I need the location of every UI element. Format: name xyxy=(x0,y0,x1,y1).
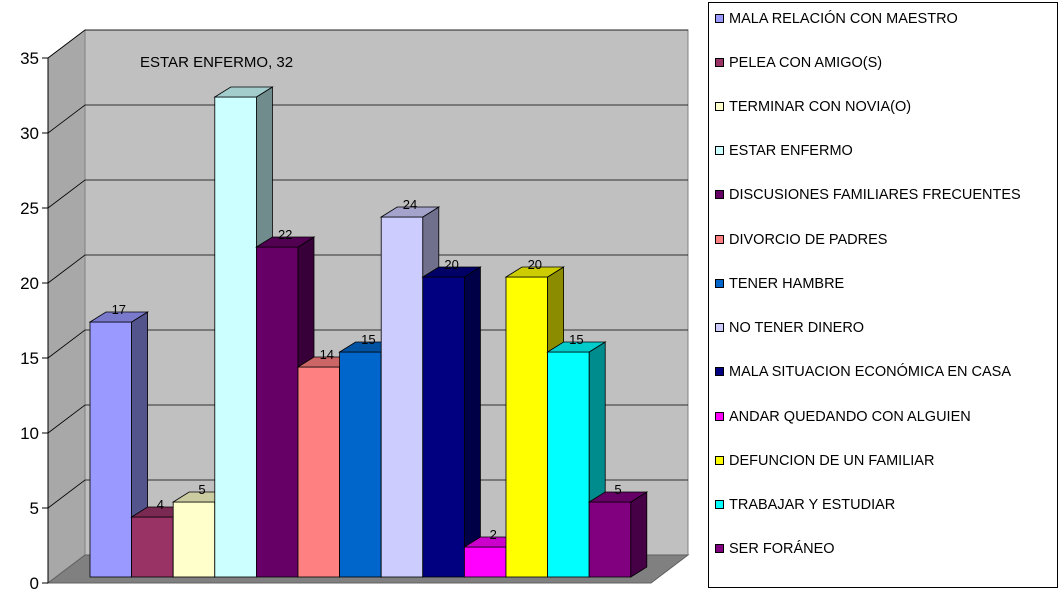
gridline xyxy=(47,329,688,359)
legend-swatch xyxy=(715,412,724,421)
side-wall xyxy=(47,28,86,585)
bar xyxy=(421,266,482,578)
gridline xyxy=(47,404,688,434)
bar-top xyxy=(213,86,274,98)
y-tick-label: 0 xyxy=(30,574,39,590)
bar-front xyxy=(463,546,507,578)
data-label: 22 xyxy=(278,227,292,242)
bar-top xyxy=(421,266,482,278)
legend-label: ANDAR QUEDANDO CON ALGUIEN xyxy=(729,409,971,425)
legend-swatch xyxy=(715,190,724,199)
legend-label: TRABAJAR Y ESTUDIAR xyxy=(729,497,896,513)
legend-swatch xyxy=(715,367,724,376)
data-label: 5 xyxy=(198,482,205,497)
data-label: 2 xyxy=(490,527,497,542)
legend-label: ESTAR ENFERMO xyxy=(729,143,853,159)
legend-label: DIVORCIO DE PADRES xyxy=(729,232,888,248)
legend-swatch xyxy=(715,58,724,67)
y-tick-label: 30 xyxy=(20,124,39,143)
legend-label: MALA SITUACION ECONÓMICA EN CASA xyxy=(729,364,1011,380)
bar xyxy=(587,491,649,578)
legend-label: TENER HAMBRE xyxy=(729,276,845,292)
bar-front xyxy=(255,246,299,578)
legend-label: NO TENER DINERO xyxy=(729,320,865,336)
data-label: 24 xyxy=(403,197,417,212)
legend: MALA RELACIÓN CON MAESTRO PELEA CON AMIGO… xyxy=(708,2,1058,588)
legend-label: TERMINAR CON NOVIA(O) xyxy=(729,99,912,115)
legend-swatch xyxy=(715,500,724,509)
legend-label: DEFUNCION DE UN FAMILIAR xyxy=(729,453,935,469)
gridline xyxy=(47,29,688,59)
data-label: 20 xyxy=(528,257,542,272)
legend-swatch xyxy=(715,14,724,23)
bars xyxy=(88,86,649,578)
bar-top xyxy=(255,236,316,248)
bar-front xyxy=(505,276,548,578)
gridlines xyxy=(47,29,688,509)
bar xyxy=(88,311,149,578)
gridline xyxy=(47,179,688,209)
gridline xyxy=(47,104,688,134)
bar-top xyxy=(504,266,565,278)
bar-front xyxy=(131,516,174,578)
y-tick-label: 10 xyxy=(20,424,39,443)
data-label: 17 xyxy=(112,302,126,317)
legend-swatch xyxy=(715,544,724,553)
data-label: 15 xyxy=(361,332,375,347)
bar-front xyxy=(380,216,424,578)
y-tick-label: 25 xyxy=(20,199,39,218)
bar-front xyxy=(547,351,590,578)
bar-top xyxy=(88,311,149,323)
legend-label: DISCUSIONES FAMILIARES FRECUENTES xyxy=(729,187,1021,203)
bar-side xyxy=(463,266,481,578)
data-label: 5 xyxy=(614,482,621,497)
legend-swatch xyxy=(715,279,724,288)
bar-front xyxy=(214,96,257,578)
data-label: 4 xyxy=(157,497,164,512)
y-tick-label: 20 xyxy=(20,274,39,293)
bar-front xyxy=(422,276,465,578)
legend-label: MALA RELACIÓN CON MAESTRO xyxy=(729,11,958,27)
bar-front xyxy=(89,321,132,578)
y-axis: 0 5 10 15 20 25 30 35 xyxy=(20,49,49,590)
data-labels: 17 4 5 22 14 15 24 20 2 20 15 5 xyxy=(112,197,622,542)
bar-chart: 0 5 10 15 20 25 30 35 17 4 5 22 14 15 24 20 2 20 15 5 ESTA… xyxy=(20,28,690,590)
data-label: 20 xyxy=(444,257,458,272)
data-label: 14 xyxy=(320,347,334,362)
legend-label: PELEA CON AMIGO(S) xyxy=(729,55,883,71)
bar-top xyxy=(587,491,649,503)
bar-front xyxy=(588,501,632,578)
gridline xyxy=(47,479,688,509)
legend-swatch xyxy=(715,146,724,155)
bar-front xyxy=(172,501,216,578)
gridline xyxy=(47,254,688,284)
legend-swatch xyxy=(715,235,724,244)
chart-annotation: ESTAR ENFERMO, 32 xyxy=(140,54,293,71)
bar-side xyxy=(630,491,648,578)
legend-swatch xyxy=(715,102,724,111)
bar-front xyxy=(297,366,340,578)
legend-swatch xyxy=(715,323,724,332)
y-tick-label: 15 xyxy=(20,349,39,368)
y-tick-label: 5 xyxy=(30,499,39,518)
bar-top xyxy=(546,341,607,353)
legend-label: SER FORÁNEO xyxy=(729,541,835,557)
y-tick-label: 35 xyxy=(20,49,39,68)
data-label: 15 xyxy=(569,332,583,347)
legend-swatch xyxy=(715,456,724,465)
bar-front xyxy=(339,351,382,578)
bar-top xyxy=(379,206,441,218)
